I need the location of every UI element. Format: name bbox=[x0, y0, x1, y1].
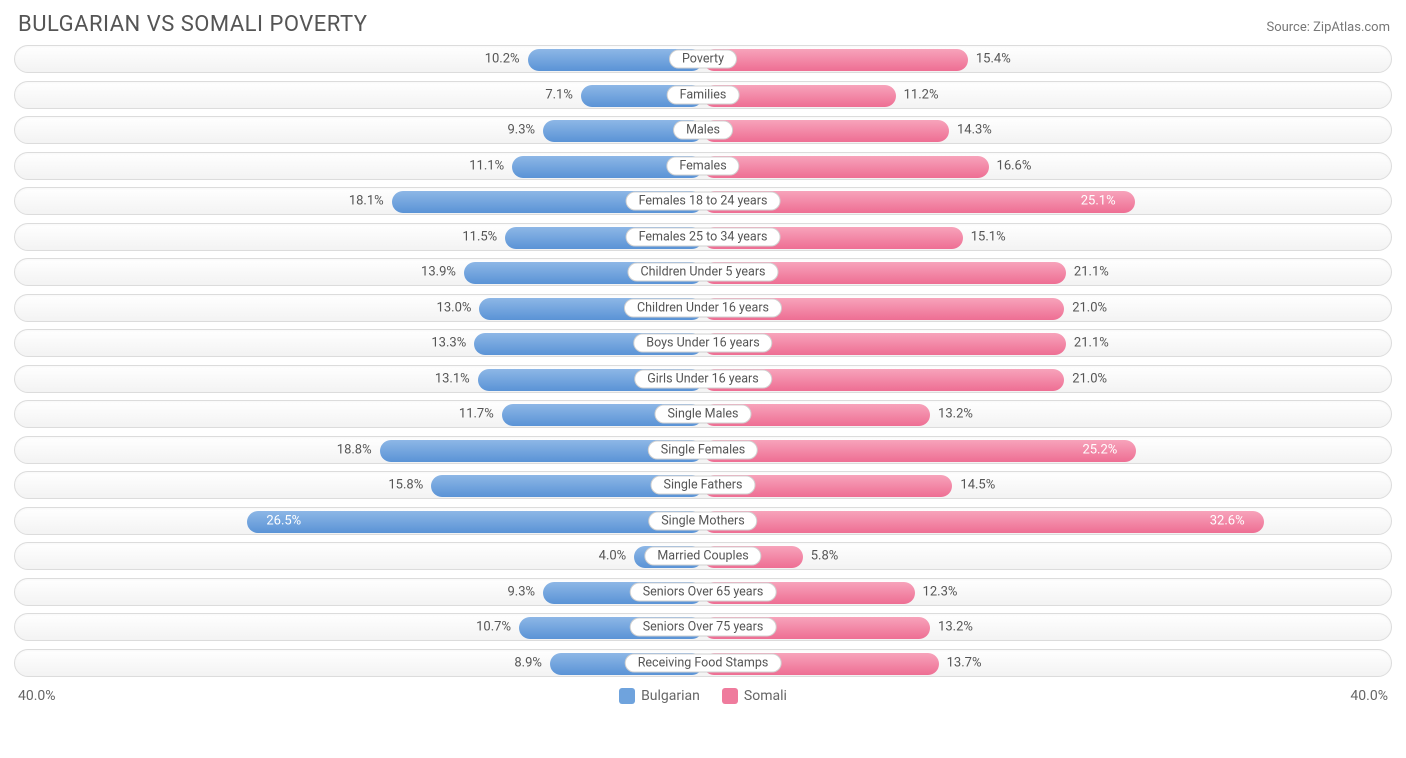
chart-footer: 40.0% Bulgarian Somali 40.0% bbox=[0, 684, 1406, 704]
value-somali: 13.7% bbox=[947, 655, 982, 670]
category-label: Poverty bbox=[669, 50, 737, 69]
category-label: Receiving Food Stamps bbox=[625, 653, 782, 672]
value-bulgarian: 11.1% bbox=[469, 158, 504, 173]
bar-row: 18.1% 25.1% Females 18 to 24 years bbox=[14, 187, 1392, 215]
bar-row: 4.0% 5.8% Married Couples bbox=[14, 542, 1392, 570]
category-label: Married Couples bbox=[644, 547, 761, 566]
chart-source: Source: ZipAtlas.com bbox=[1266, 20, 1390, 35]
value-bulgarian: 15.8% bbox=[388, 478, 423, 493]
value-somali: 25.1% bbox=[1081, 194, 1116, 209]
bar-row: 10.7% 13.2% Seniors Over 75 years bbox=[14, 613, 1392, 641]
category-label: Children Under 5 years bbox=[628, 263, 779, 282]
category-label: Boys Under 16 years bbox=[633, 334, 772, 353]
value-bulgarian: 9.3% bbox=[507, 123, 535, 138]
value-bulgarian: 11.5% bbox=[462, 229, 497, 244]
value-somali: 21.0% bbox=[1072, 371, 1107, 386]
bar-somali bbox=[703, 120, 949, 142]
axis-max-right: 40.0% bbox=[1350, 688, 1388, 704]
bar-row: 9.3% 12.3% Seniors Over 65 years bbox=[14, 578, 1392, 606]
value-bulgarian: 26.5% bbox=[266, 513, 301, 528]
category-label: Single Females bbox=[648, 440, 758, 459]
bar-row: 11.7% 13.2% Single Males bbox=[14, 400, 1392, 428]
legend-swatch-somali bbox=[722, 688, 738, 704]
chart-header: BULGARIAN VS SOMALI POVERTY Source: ZipA… bbox=[0, 0, 1406, 45]
value-somali: 16.6% bbox=[997, 158, 1032, 173]
value-somali: 21.1% bbox=[1074, 336, 1109, 351]
value-somali: 25.2% bbox=[1082, 442, 1117, 457]
legend-swatch-bulgarian bbox=[619, 688, 635, 704]
legend-item-somali: Somali bbox=[722, 688, 787, 704]
bar-row: 8.9% 13.7% Receiving Food Stamps bbox=[14, 649, 1392, 677]
value-bulgarian: 18.1% bbox=[349, 194, 384, 209]
value-somali: 12.3% bbox=[923, 584, 958, 599]
value-somali: 14.3% bbox=[957, 123, 992, 138]
bar-row: 13.1% 21.0% Girls Under 16 years bbox=[14, 365, 1392, 393]
category-label: Seniors Over 75 years bbox=[630, 618, 777, 637]
value-somali: 32.6% bbox=[1210, 513, 1245, 528]
bar-somali bbox=[703, 156, 989, 178]
value-somali: 15.4% bbox=[976, 52, 1011, 67]
chart-area: 10.2% 15.4% Poverty 7.1% 11.2% Families 9.3% 14… bbox=[0, 45, 1406, 677]
value-bulgarian: 8.9% bbox=[514, 655, 542, 670]
bar-row: 7.1% 11.2% Families bbox=[14, 81, 1392, 109]
bar-row: 15.8% 14.5% Single Fathers bbox=[14, 471, 1392, 499]
value-bulgarian: 13.3% bbox=[431, 336, 466, 351]
category-label: Children Under 16 years bbox=[624, 298, 782, 317]
category-label: Girls Under 16 years bbox=[634, 369, 772, 388]
value-bulgarian: 10.2% bbox=[485, 52, 520, 67]
value-somali: 11.2% bbox=[904, 87, 939, 102]
bar-somali bbox=[703, 49, 968, 71]
legend: Bulgarian Somali bbox=[619, 688, 787, 704]
value-somali: 21.1% bbox=[1074, 265, 1109, 280]
bar-row: 11.1% 16.6% Females bbox=[14, 152, 1392, 180]
legend-label-somali: Somali bbox=[744, 688, 787, 704]
category-label: Females 25 to 34 years bbox=[626, 227, 781, 246]
category-label: Males bbox=[673, 121, 733, 140]
bar-row: 13.3% 21.1% Boys Under 16 years bbox=[14, 329, 1392, 357]
value-somali: 14.5% bbox=[960, 478, 995, 493]
value-bulgarian: 11.7% bbox=[459, 407, 494, 422]
value-bulgarian: 9.3% bbox=[507, 584, 535, 599]
value-bulgarian: 18.8% bbox=[337, 442, 372, 457]
bar-row: 10.2% 15.4% Poverty bbox=[14, 45, 1392, 73]
category-label: Single Males bbox=[655, 405, 752, 424]
bar-somali bbox=[703, 511, 1264, 533]
value-bulgarian: 10.7% bbox=[476, 620, 511, 635]
bar-row: 13.0% 21.0% Children Under 16 years bbox=[14, 294, 1392, 322]
legend-item-bulgarian: Bulgarian bbox=[619, 688, 700, 704]
category-label: Seniors Over 65 years bbox=[630, 582, 777, 601]
category-label: Females bbox=[666, 156, 739, 175]
bar-row: 11.5% 15.1% Females 25 to 34 years bbox=[14, 223, 1392, 251]
axis-max-left: 40.0% bbox=[18, 688, 56, 704]
value-somali: 13.2% bbox=[938, 620, 973, 635]
value-bulgarian: 13.1% bbox=[435, 371, 470, 386]
category-label: Single Fathers bbox=[651, 476, 756, 495]
bar-somali bbox=[703, 440, 1136, 462]
value-bulgarian: 13.9% bbox=[421, 265, 456, 280]
bar-row: 9.3% 14.3% Males bbox=[14, 116, 1392, 144]
category-label: Families bbox=[667, 85, 740, 104]
value-somali: 15.1% bbox=[971, 229, 1006, 244]
value-bulgarian: 13.0% bbox=[437, 300, 472, 315]
value-somali: 5.8% bbox=[811, 549, 839, 564]
bar-row: 13.9% 21.1% Children Under 5 years bbox=[14, 258, 1392, 286]
bar-row: 26.5% 32.6% Single Mothers bbox=[14, 507, 1392, 535]
bar-bulgarian bbox=[247, 511, 703, 533]
legend-label-bulgarian: Bulgarian bbox=[641, 688, 700, 704]
value-somali: 13.2% bbox=[938, 407, 973, 422]
category-label: Single Mothers bbox=[648, 511, 757, 530]
bar-row: 18.8% 25.2% Single Females bbox=[14, 436, 1392, 464]
value-bulgarian: 4.0% bbox=[599, 549, 627, 564]
value-bulgarian: 7.1% bbox=[545, 87, 573, 102]
category-label: Females 18 to 24 years bbox=[626, 192, 781, 211]
chart-title: BULGARIAN VS SOMALI POVERTY bbox=[18, 12, 367, 37]
value-somali: 21.0% bbox=[1072, 300, 1107, 315]
